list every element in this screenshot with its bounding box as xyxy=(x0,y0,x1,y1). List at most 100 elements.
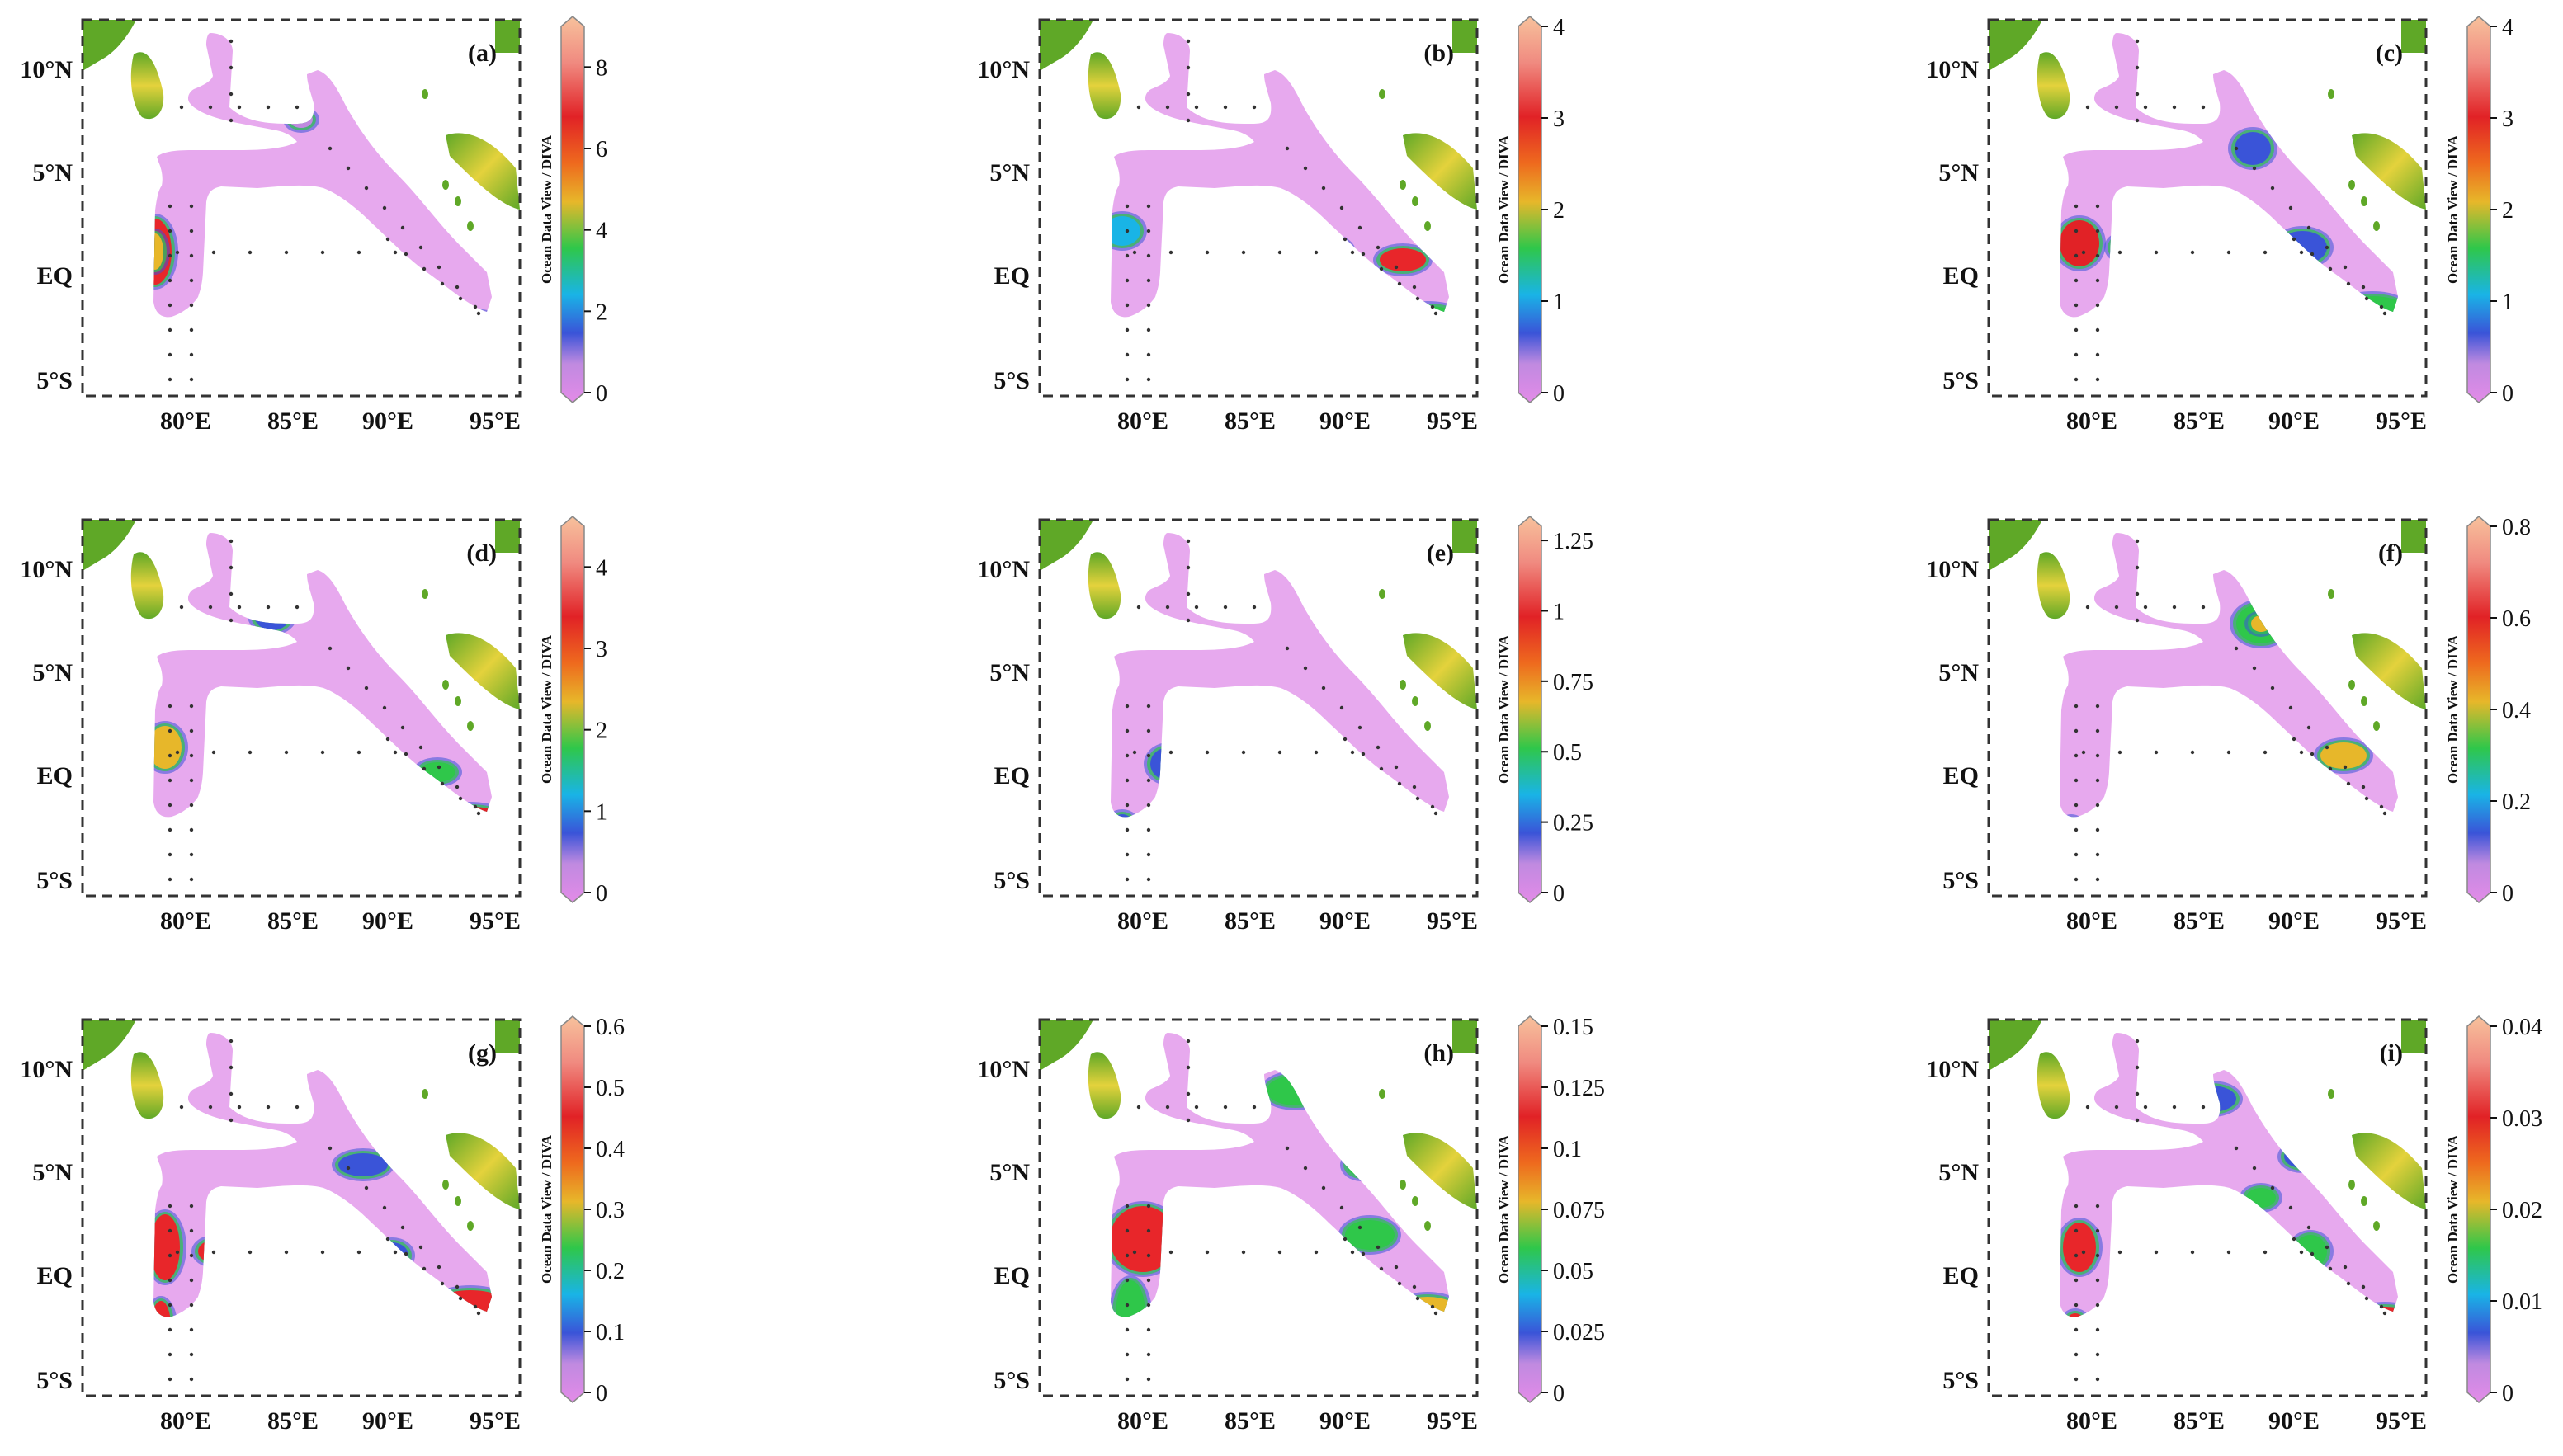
longitude-label: 80°E xyxy=(160,907,211,935)
contour-core xyxy=(2203,533,2236,549)
station-dot xyxy=(1376,1245,1381,1250)
station-dot xyxy=(284,1250,289,1255)
station-dot xyxy=(1186,1065,1191,1070)
station-dot xyxy=(1125,803,1130,808)
contour-core xyxy=(433,807,492,818)
map-frame xyxy=(81,1018,522,1397)
latitude-label: 5°N xyxy=(989,1159,1030,1186)
station-dot xyxy=(2135,65,2140,70)
colorbar-title: Ocean Data View / DIVA xyxy=(539,634,555,784)
station-dot xyxy=(1146,1352,1151,1357)
contour-halo xyxy=(1244,1224,1315,1270)
island xyxy=(2373,721,2380,731)
contour-halo xyxy=(286,1235,325,1268)
colorbar-title: Ocean Data View / DIVA xyxy=(1496,134,1512,284)
station-dot xyxy=(1146,377,1151,382)
island xyxy=(422,1089,428,1099)
colorbar-scale xyxy=(1518,16,1542,403)
latitude-label: 5°S xyxy=(36,367,73,394)
station-dot xyxy=(2364,1296,2369,1301)
station-dot xyxy=(2074,1303,2079,1308)
station-dot xyxy=(2074,1278,2079,1283)
station-dot xyxy=(382,205,387,210)
longitude-label: 90°E xyxy=(2268,1407,2320,1435)
station-dot xyxy=(1165,105,1170,110)
colorbar-tick-label: 2 xyxy=(596,719,607,744)
longitude-label: 90°E xyxy=(1319,408,1371,435)
station-dot xyxy=(189,352,194,357)
india-landmass xyxy=(1989,20,2042,71)
contour-core xyxy=(2320,742,2367,769)
station-dot xyxy=(2095,728,2100,733)
colorbar-scale xyxy=(2466,516,2491,903)
station-dot xyxy=(1379,266,1384,271)
station-dot xyxy=(168,303,172,308)
station-dot xyxy=(1433,311,1438,316)
station-dot xyxy=(2234,1146,2239,1151)
station-dot xyxy=(2263,750,2268,755)
station-dot xyxy=(1285,1146,1290,1151)
station-dot xyxy=(2074,877,2079,882)
contour-core xyxy=(1250,1229,1308,1265)
region-background xyxy=(2060,533,2398,818)
station-dot xyxy=(382,1205,387,1210)
station-dot xyxy=(2074,728,2079,733)
station-dot xyxy=(1361,1251,1366,1256)
colorbar-title: Ocean Data View / DIVA xyxy=(1496,634,1512,784)
contour-core xyxy=(1395,1297,1449,1317)
contour-ring xyxy=(430,311,492,318)
station-dot xyxy=(295,1105,300,1110)
india-landmass xyxy=(1989,520,2042,571)
colorbar-tick-label: 1 xyxy=(1553,290,1565,315)
station-dot xyxy=(1376,745,1381,750)
sumatra-landmass xyxy=(2352,133,2426,210)
longitude-label: 95°E xyxy=(2376,408,2427,435)
map-area xyxy=(1989,20,2426,382)
contour-ring xyxy=(1288,234,1352,269)
station-dot xyxy=(2074,377,2079,382)
contour-halo xyxy=(1107,870,1137,897)
map-panel: (f) 10°N 5°N EQ 5°S 80°E 85°E 90°E 95°E Ocean Dat… xyxy=(1926,515,2531,935)
region-background xyxy=(2060,33,2398,318)
colorbar-tick-label: 2 xyxy=(596,299,607,325)
latitude-label: EQ xyxy=(1943,262,1979,290)
station-dot xyxy=(2074,1228,2079,1233)
station-dot xyxy=(2114,105,2119,110)
contour-core xyxy=(2339,296,2398,318)
colorbar-tick-label: 0 xyxy=(2502,881,2513,907)
station-dot xyxy=(2135,591,2140,596)
contour-core xyxy=(1291,1033,1333,1069)
contour-halo xyxy=(1384,809,1438,818)
contour-ring xyxy=(289,1237,322,1265)
latitude-label: 5°S xyxy=(1942,867,1979,894)
andaman-landmass xyxy=(2401,20,2426,53)
contour-ring xyxy=(438,1315,492,1317)
panel-label: (b) xyxy=(1423,40,1454,67)
contour-core xyxy=(2117,237,2191,266)
station-dot xyxy=(189,877,194,882)
station-dot xyxy=(1146,778,1151,783)
contour-core xyxy=(1111,814,1134,818)
station-dot xyxy=(2306,225,2311,230)
station-dot xyxy=(1146,1278,1151,1283)
station-dot xyxy=(1277,250,1282,255)
station-dot xyxy=(1343,237,1348,242)
station-dot xyxy=(2135,1039,2140,1044)
contour-halo xyxy=(2139,756,2185,789)
station-dot xyxy=(2379,804,2384,809)
contour-core xyxy=(155,822,175,846)
station-dot xyxy=(1277,1250,1282,1255)
station-dot xyxy=(1125,303,1130,308)
station-dot xyxy=(189,827,194,832)
station-dot xyxy=(320,1250,325,1255)
station-dot xyxy=(418,1245,423,1250)
island xyxy=(1424,221,1431,231)
station-dot xyxy=(418,745,423,750)
island xyxy=(467,1221,474,1231)
map-panel: (e) 10°N 5°N EQ 5°S 80°E 85°E 90°E 95°E Ocean Dat… xyxy=(977,516,1593,935)
contour-core xyxy=(153,726,182,769)
longitude-label: 85°E xyxy=(2174,1407,2225,1435)
island xyxy=(455,1196,461,1206)
latitude-label: 5°S xyxy=(994,1367,1030,1394)
station-dot xyxy=(2095,204,2100,209)
